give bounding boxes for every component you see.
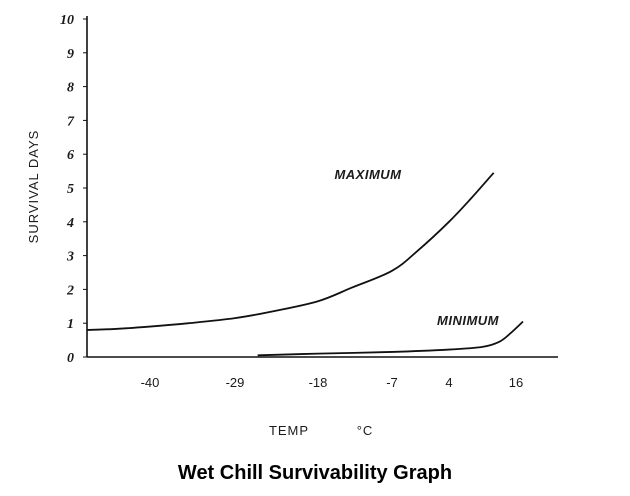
x-tick-labels: -40 -29 -18 -7 4 16: [141, 375, 524, 390]
y-tick-label: 1: [67, 317, 74, 332]
y-tick-labels: 0 1 2 3 4 5 6 7 8 9 10: [60, 13, 87, 366]
x-tick-label: 4: [445, 375, 452, 390]
y-tick-label: 9: [67, 47, 74, 62]
series-label-minimum: MINIMUM: [437, 313, 500, 328]
y-tick-label: 10: [60, 13, 74, 28]
series-line-minimum: [257, 320, 524, 357]
series-labels: MAXIMUM MINIMUM: [334, 167, 499, 328]
x-tick-label: -18: [309, 375, 328, 390]
x-axis-label: TEMP: [269, 423, 309, 438]
y-tick-label: 5: [67, 182, 74, 197]
x-tick-label: -29: [226, 375, 245, 390]
x-axis-unit: °C: [357, 423, 374, 438]
y-tick-label: 8: [67, 81, 74, 96]
y-tick-label: 2: [66, 283, 74, 298]
axes: [86, 16, 558, 358]
chart-title: Wet Chill Survivability Graph: [177, 462, 453, 484]
x-tick-label: -7: [386, 375, 398, 390]
y-tick-label: 6: [67, 148, 74, 163]
y-tick-label: 3: [66, 250, 74, 265]
y-axis-label: SURVIVAL DAYS: [26, 130, 41, 244]
series-label-maximum: MAXIMUM: [334, 167, 402, 182]
y-tick-label: 4: [66, 216, 74, 231]
y-tick-label: 0: [67, 351, 74, 366]
series-lines: [86, 172, 524, 357]
x-tick-label: -40: [141, 375, 160, 390]
y-tick-label: 7: [67, 114, 75, 129]
series-line-maximum: [86, 172, 495, 331]
x-tick-label: 16: [509, 375, 523, 390]
